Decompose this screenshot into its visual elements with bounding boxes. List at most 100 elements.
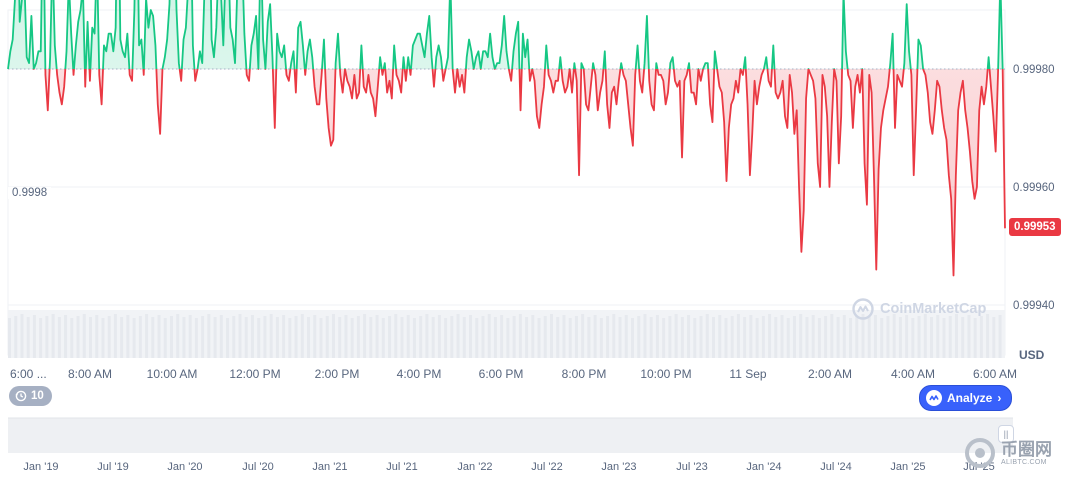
volume-bar (369, 317, 373, 358)
volume-bar (8, 318, 11, 358)
volume-bar (356, 316, 360, 358)
navigator-tick-label: Jul '23 (676, 461, 707, 473)
volume-bar (506, 318, 510, 358)
volume-bar (57, 317, 61, 358)
volume-bar (954, 314, 958, 358)
volume-bar (350, 318, 354, 358)
volume-bar (76, 316, 80, 358)
volume-bar (792, 316, 796, 358)
volume-bar (562, 315, 566, 358)
volume-bar (394, 314, 398, 358)
navigator-tick-label: Jan '22 (457, 461, 492, 473)
current-price-badge: 0.99953 (1009, 218, 1061, 237)
volume-bar (867, 317, 871, 358)
volume-bar (973, 318, 977, 358)
x-tick-label: 12:00 PM (229, 367, 280, 381)
x-tick-label: 4:00 PM (397, 367, 442, 381)
volume-bar (462, 317, 466, 358)
analyze-label: Analyze (947, 391, 993, 405)
volume-bar (743, 317, 747, 358)
history-count: 10 (31, 390, 44, 402)
volume-bar (51, 314, 55, 358)
volume-bar (363, 314, 367, 358)
volume-bar (631, 318, 634, 358)
x-tick-label: 2:00 AM (808, 367, 852, 381)
volume-bar (637, 316, 641, 358)
volume-bar (388, 316, 392, 358)
currency-label: USD (1019, 348, 1045, 362)
x-tick-label: 6:00 PM (479, 367, 524, 381)
analyze-button[interactable]: Analyze › (919, 385, 1013, 411)
volume-bar (232, 316, 236, 358)
volume-bar (469, 315, 473, 358)
volume-bar (537, 318, 541, 358)
volume-bar (126, 315, 130, 358)
volume-bar (905, 315, 909, 358)
volume-bar (774, 317, 778, 358)
y-tick-label: 0.99960 (1013, 182, 1055, 194)
volume-bar (892, 314, 896, 358)
volume-bar (967, 315, 971, 358)
coinmarketcap-logo-icon (852, 298, 874, 320)
x-tick-label: 6:00 ... (10, 367, 47, 381)
volume-bar (786, 318, 790, 358)
volume-bar (120, 317, 124, 358)
volume-bar (761, 316, 765, 358)
volume-bar (979, 316, 983, 358)
volume-bar (736, 314, 740, 358)
volume-bar (543, 316, 547, 358)
navigator-tick-label: Jan '24 (746, 461, 781, 473)
volume-bar (861, 314, 865, 358)
volume-bar (662, 318, 666, 358)
volume-bar (587, 317, 591, 358)
volume-bar (911, 318, 915, 358)
volume-bar (842, 315, 846, 358)
volume-bar (500, 315, 504, 358)
history-button[interactable]: 10 (9, 386, 52, 406)
site-logo-icon (965, 438, 995, 468)
volume-bar (226, 318, 230, 358)
volume-bar (412, 318, 416, 358)
navigator-tick-label: Jan '21 (312, 461, 347, 473)
volume-bar (244, 317, 248, 358)
volume-bar (855, 316, 859, 358)
volume-bar (269, 314, 273, 358)
volume-bar (288, 318, 292, 358)
navigator-tick-label: Jul '19 (97, 461, 128, 473)
volume-bar (849, 318, 853, 358)
navigator-handle[interactable]: || (998, 425, 1014, 443)
volume-bar (39, 318, 43, 358)
volume-bar (194, 318, 198, 358)
volume-bar (531, 315, 535, 358)
x-tick-label: 2:00 PM (315, 367, 360, 381)
volume-bar (606, 316, 610, 358)
volume-bar (525, 317, 529, 358)
volume-bars (8, 310, 1005, 358)
volume-bar (799, 314, 803, 358)
volume-bar (32, 315, 36, 358)
navigator[interactable]: Jan '19 Jul '19 Jan '20 Jul '20 Jan '21 Jul '… (8, 417, 1013, 473)
x-axis: 6:00 ... 8:00 AM 10:00 AM 12:00 PM 2:00 PM 4:… (10, 367, 1017, 381)
volume-bar (176, 314, 180, 358)
x-tick-label: 8:00 PM (562, 367, 607, 381)
volume-bar (213, 317, 217, 358)
x-tick-label: 8:00 AM (68, 367, 112, 381)
volume-bar (375, 315, 379, 358)
volume-bar (624, 315, 628, 358)
x-tick-label: 10:00 AM (147, 367, 198, 381)
volume-bar (419, 316, 423, 358)
volume-bar (693, 318, 697, 358)
volume-bar (300, 314, 304, 358)
volume-bar (556, 317, 560, 358)
volume-bar (238, 314, 242, 358)
volume-bar (705, 314, 709, 358)
history-clock-icon (15, 390, 27, 402)
volume-bar (26, 317, 30, 358)
volume-bar (550, 314, 554, 358)
volume-bar (331, 314, 335, 358)
volume-bar (188, 315, 192, 358)
x-tick-label: 10:00 PM (640, 367, 691, 381)
navigator-tick-label: Jul '22 (531, 461, 562, 473)
navigator-tick-label: Jul '21 (386, 461, 417, 473)
